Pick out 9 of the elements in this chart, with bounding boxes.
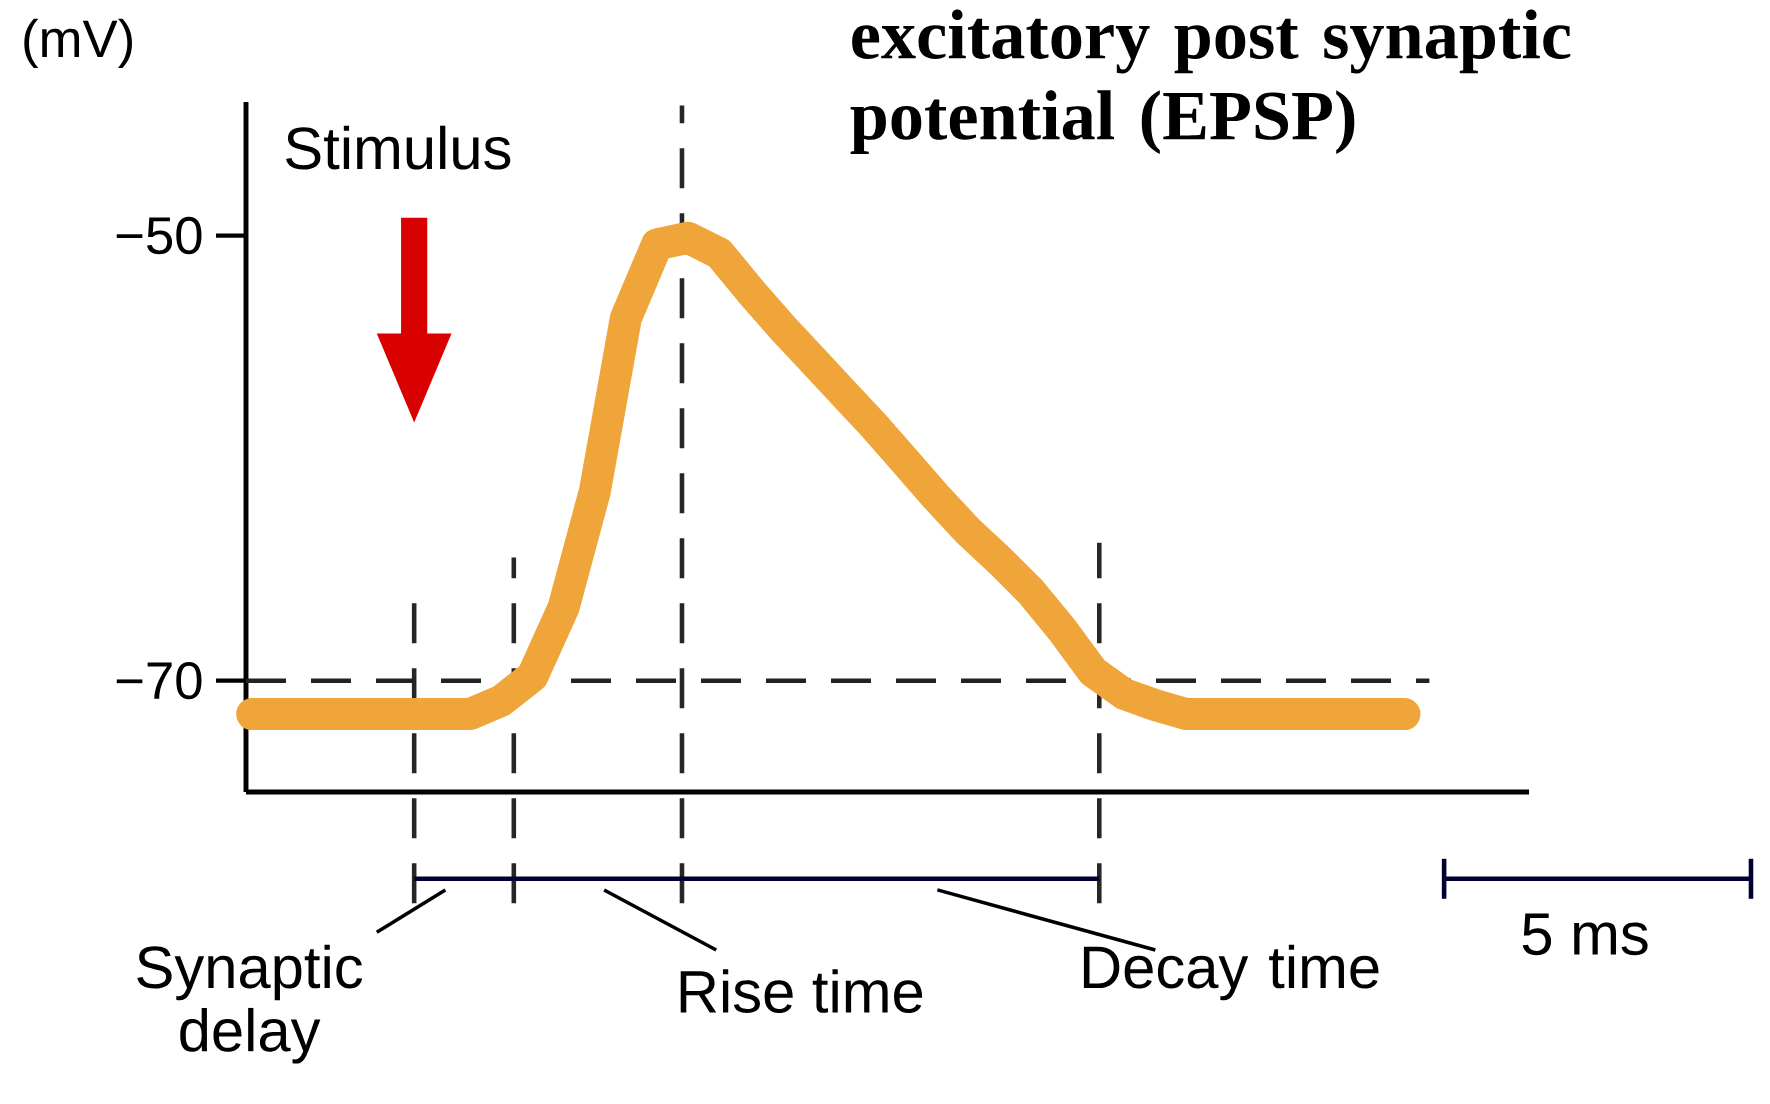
chart-title: excitatory post synaptic potential (EPSP) xyxy=(850,9,1571,155)
y-tick-label: −70 xyxy=(116,662,202,700)
text: Rise time xyxy=(680,969,923,1014)
annotation: Stimulus xyxy=(286,125,511,170)
text: Synaptic delay xyxy=(137,944,363,1064)
text: 5 ms xyxy=(1522,913,1648,956)
text: Decay time xyxy=(1083,944,1379,1001)
y-tick-label: −50 xyxy=(116,216,202,255)
y-axis-title: (mV) xyxy=(24,18,132,68)
